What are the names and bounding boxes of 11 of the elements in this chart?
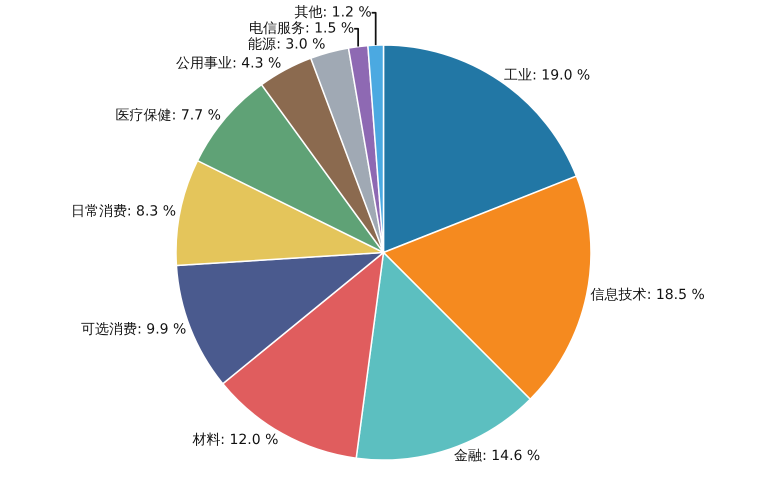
slice-label: 电信服务: 1.5 % [248, 20, 354, 37]
slice-label: 材料: 12.0 % [191, 432, 278, 448]
slice-label: 工业: 19.0 % [504, 67, 590, 84]
slice-label: 日常消费: 8.3 % [70, 203, 176, 220]
slice-label: 可选消费: 9.9 % [81, 321, 186, 338]
slice-label: 金融: 14.6 % [454, 448, 540, 464]
slice-label: 公用事业: 4.3 % [176, 56, 282, 72]
slice-label: 能源: 3.0 % [248, 36, 326, 53]
slice-label: 信息技术: 18.5 % [590, 286, 705, 303]
slice-label: 其他: 1.2 % [294, 4, 372, 21]
slice-label: 医疗保健: 7.7 % [116, 107, 221, 124]
